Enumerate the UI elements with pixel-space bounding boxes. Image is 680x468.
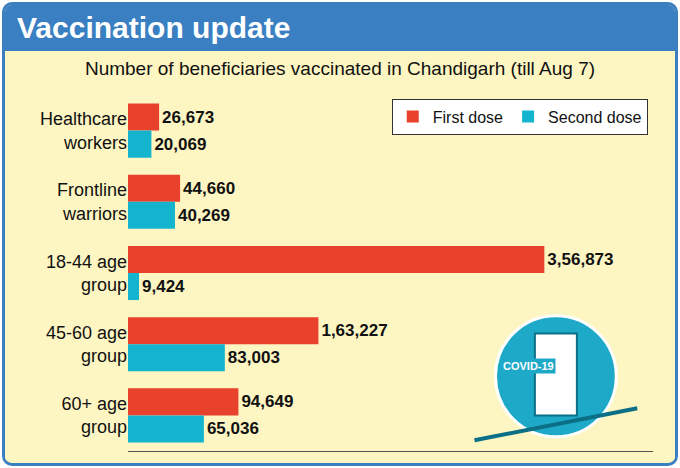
svg-text:First dose: First dose <box>433 109 503 126</box>
svg-text:Frontlinewarriors: Frontlinewarriors <box>57 180 127 223</box>
svg-text:45-60 agegroup: 45-60 agegroup <box>46 323 127 366</box>
svg-text:83,003: 83,003 <box>228 348 280 367</box>
svg-text:26,673: 26,673 <box>162 108 214 127</box>
svg-text:COVID-19: COVID-19 <box>503 360 554 372</box>
svg-text:Number of beneficiaries vaccin: Number of beneficiaries vaccinated in Ch… <box>85 58 595 79</box>
html-text:Vaccination update: Vaccination update <box>17 11 291 44</box>
svg-text:3,56,873: 3,56,873 <box>547 250 613 269</box>
svg-text:Healthcareworkers: Healthcareworkers <box>40 109 127 152</box>
svg-text:40,269: 40,269 <box>178 206 230 225</box>
svg-text:60+ agegroup: 60+ agegroup <box>61 394 127 437</box>
svg-text:65,036: 65,036 <box>207 419 259 438</box>
svg-text:44,660: 44,660 <box>183 179 235 198</box>
svg-text:20,069: 20,069 <box>154 135 206 154</box>
svg-text:Second dose: Second dose <box>548 109 642 126</box>
svg-text:94,649: 94,649 <box>241 392 293 411</box>
svg-text:9,424: 9,424 <box>142 277 185 296</box>
svg-text:18-44 agegroup: 18-44 agegroup <box>46 252 127 295</box>
svg-text:1,63,227: 1,63,227 <box>321 321 387 340</box>
